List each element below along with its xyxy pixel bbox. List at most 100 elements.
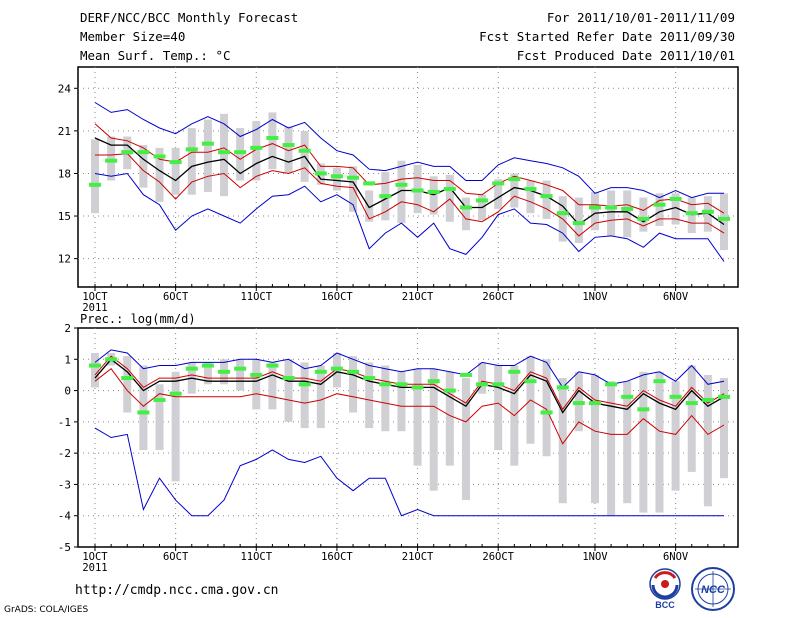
member-range-bar [236, 128, 245, 181]
ncc-logo: NCC [690, 566, 736, 616]
x-tick-label: 6NOV [663, 551, 689, 563]
member-range-bar [381, 365, 390, 432]
member-range-bar [478, 362, 487, 394]
observation-marker [153, 154, 166, 159]
member-range-bar [268, 362, 277, 410]
observation-marker [492, 181, 505, 186]
y-tick-label: 0 [64, 385, 71, 398]
series-envelope-max [94, 349, 725, 389]
member-range-bar [542, 180, 551, 219]
x-tick-label: 26OCT [482, 551, 514, 563]
member-range-bar [720, 378, 728, 479]
observation-marker [411, 188, 424, 193]
observation-marker [653, 202, 666, 207]
plot-frame [77, 66, 739, 288]
observation-marker [459, 205, 472, 210]
x-tick-sublabel: 2011 [82, 302, 107, 314]
member-range-bar [236, 359, 245, 391]
series-envelope-max [94, 102, 724, 199]
member-range-bar [397, 160, 406, 224]
member-range-bar [365, 362, 374, 429]
observation-marker [282, 143, 295, 148]
observation-marker [540, 410, 553, 415]
observation-marker [250, 372, 263, 377]
observation-marker [443, 187, 456, 192]
observation-marker [105, 158, 118, 163]
x-tick-label: 11OCT [240, 291, 272, 303]
member-range-bar [284, 126, 293, 174]
y-tick-label: 21 [58, 125, 71, 138]
observation-marker [379, 382, 392, 387]
observation-marker [508, 369, 521, 374]
y-tick-label: 2 [64, 322, 71, 335]
member-range-bar [639, 371, 648, 513]
observation-marker [266, 363, 279, 368]
observation-marker [524, 187, 537, 192]
member-range-bar [187, 128, 196, 195]
member-size: Member Size=40 [80, 29, 186, 44]
x-tick-label: 6OCT [163, 291, 189, 303]
observation-marker [314, 171, 327, 176]
y-tick-label: -3 [58, 478, 71, 491]
observation-marker [218, 150, 231, 155]
series-spread-lower [95, 153, 725, 237]
forecast-period: For 2011/10/01-2011/11/09 [546, 10, 735, 25]
observation-marker [298, 382, 311, 387]
observation-marker [185, 147, 198, 152]
member-range-bar [203, 119, 212, 192]
bcc-logo: BCC [641, 566, 689, 614]
series-envelope-min [94, 172, 725, 262]
y-tick-label: -1 [58, 416, 71, 429]
observation-marker [653, 379, 666, 384]
member-range-bar [703, 374, 712, 507]
member-range-bar [284, 359, 293, 422]
observation-marker [492, 382, 505, 387]
forecast-started-date: Fcst Started Refer Date 2011/09/30 [479, 29, 735, 44]
observation-marker [234, 150, 247, 155]
observation-marker [427, 189, 440, 194]
member-range-bar [429, 368, 438, 491]
y-tick-label: 1 [64, 353, 71, 366]
member-range-bar [445, 174, 454, 222]
observation-marker [137, 150, 150, 155]
x-tick-label: 1NOV [582, 291, 608, 303]
observation-marker [524, 379, 537, 384]
source-url[interactable]: http://cmdp.ncc.cma.gov.cn [75, 583, 279, 598]
member-range-bar [91, 139, 99, 214]
member-range-bar [687, 197, 696, 234]
member-range-bar [91, 353, 99, 388]
member-range-bar [139, 365, 148, 451]
member-range-bar [510, 173, 519, 208]
member-range-bar [655, 193, 664, 226]
bcc-logo-text: BCC [655, 600, 675, 610]
observation-marker [137, 410, 150, 415]
member-range-bar [220, 113, 229, 197]
y-tick-label: 18 [58, 167, 71, 180]
x-tick-label: 6NOV [663, 291, 689, 303]
member-range-bar [203, 362, 212, 385]
x-tick-label: 1OCT [82, 291, 108, 303]
member-range-bar [252, 120, 261, 181]
observation-marker [250, 145, 263, 150]
observation-marker [572, 221, 585, 226]
member-range-bar [590, 374, 599, 504]
member-range-bar [123, 356, 132, 413]
member-range-bar [107, 136, 116, 181]
member-range-bar [349, 356, 358, 413]
member-range-bar [461, 378, 470, 501]
observation-marker [347, 369, 360, 374]
member-range-bar [429, 176, 438, 215]
plot-frame [77, 327, 739, 548]
member-range-bar [720, 193, 728, 251]
x-tick-label: 1OCT [82, 551, 108, 563]
member-range-bar [268, 112, 277, 170]
member-range-bar [316, 365, 325, 429]
ncc-logo-text: NCC [701, 584, 726, 596]
member-range-bar [171, 371, 180, 482]
observation-marker [621, 394, 634, 399]
observation-marker [588, 205, 601, 210]
series-ensemble-mean [94, 137, 725, 226]
